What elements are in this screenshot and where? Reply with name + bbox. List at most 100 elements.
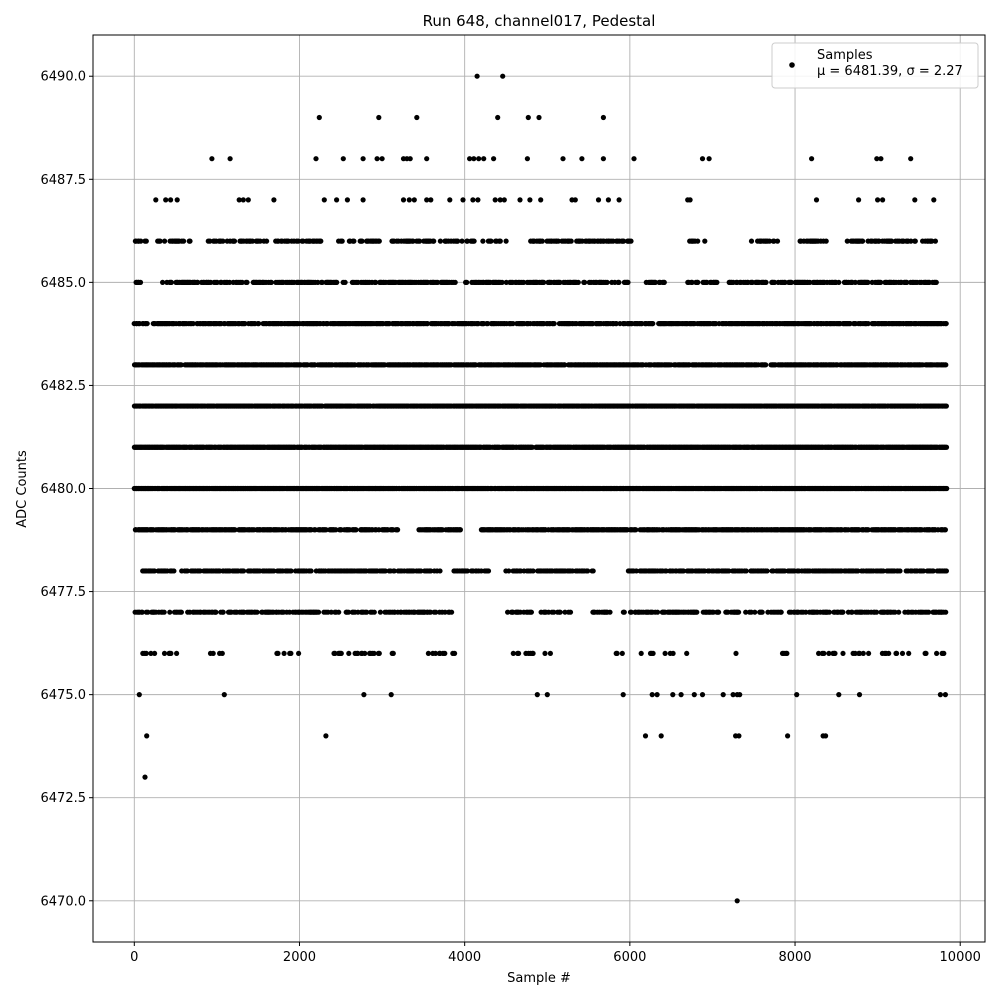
data-point [933,279,939,285]
data-point [695,238,701,244]
data-point [878,279,884,285]
data-point [714,279,720,285]
data-point [455,238,461,244]
data-point [195,279,201,285]
data-point [242,320,248,327]
data-point [748,238,755,244]
data-point [944,485,950,492]
data-point [137,279,144,285]
data-point [295,238,301,244]
data-point [575,279,581,285]
data-point [616,279,622,285]
data-point [844,238,850,244]
data-point [943,444,950,450]
data-point [695,279,701,285]
data-point [395,527,401,533]
data-point [510,320,516,327]
data-points [131,73,950,904]
data-point [652,279,659,285]
data-point [568,238,574,244]
data-point [582,279,588,285]
data-point [551,320,557,327]
data-point [190,320,196,327]
data-point [625,279,631,285]
data-point [929,238,935,244]
data-point [521,279,527,285]
data-point [424,320,431,327]
data-point [452,279,458,285]
data-point [181,238,187,244]
data-point [178,362,184,368]
data-point [772,279,778,285]
data-point [763,362,769,368]
data-point [865,279,871,285]
data-point [168,279,174,285]
data-point [943,320,949,327]
data-point [782,279,788,285]
data-point [187,238,193,244]
data-point [268,279,274,285]
data-point [220,238,226,244]
data-point [351,238,357,244]
data-point [604,279,610,285]
data-point [943,403,950,409]
data-point [162,238,168,244]
data-point [860,238,866,244]
data-point [499,279,505,285]
data-point [852,279,858,285]
data-point [231,238,238,244]
data-point [488,238,494,244]
data-point [157,238,163,244]
data-point [480,238,486,244]
data-point [160,279,166,285]
data-point [143,238,149,244]
data-point [932,238,939,244]
data-point [227,279,233,285]
data-point [836,279,842,285]
data-point [144,320,150,327]
data-point [788,279,795,285]
data-point [471,238,477,244]
data-point [763,279,769,285]
data-point [342,279,348,285]
data-point [541,279,547,285]
data-point [264,238,270,244]
data-point [334,279,340,285]
data-point [943,362,949,368]
chart-title: Run 648, channel017, Pedestal [423,12,656,30]
data-point [557,279,563,285]
data-point [908,238,914,244]
data-point [661,279,667,285]
data-point [650,320,656,327]
data-point [431,238,437,244]
data-point [417,238,423,244]
data-point [339,238,345,244]
data-point [823,238,829,244]
data-point [497,238,503,244]
data-point [464,238,470,244]
data-point [503,238,509,244]
data-point [457,527,463,533]
data-point [539,238,545,244]
data-point [621,238,627,244]
data-point [315,279,321,285]
data-point [239,279,245,285]
data-point [410,238,416,244]
data-point [459,238,465,244]
data-point [464,279,470,285]
data-point [766,238,773,244]
data-point [689,279,695,285]
data-point [889,238,895,244]
data-point [207,238,213,244]
data-point [562,362,568,368]
data-point [256,320,262,327]
data-point [257,238,263,244]
data-point [865,320,871,327]
data-point [555,238,561,244]
data-point [376,238,382,244]
data-point [503,279,509,285]
data-point [774,238,781,244]
data-point [904,279,910,285]
data-point [359,238,365,244]
